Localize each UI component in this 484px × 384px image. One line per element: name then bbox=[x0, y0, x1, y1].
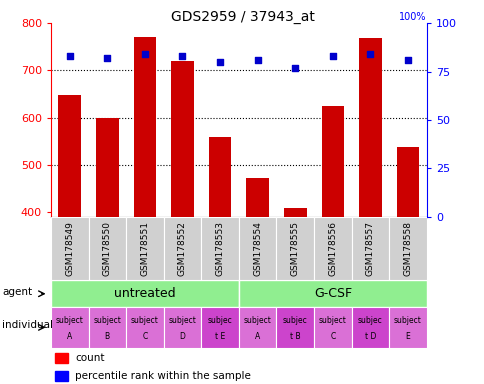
Bar bbox=[126, 217, 163, 280]
Point bbox=[403, 57, 411, 63]
Text: GSM178550: GSM178550 bbox=[103, 221, 112, 276]
Text: G-CSF: G-CSF bbox=[313, 287, 351, 300]
Text: subject: subject bbox=[131, 316, 158, 324]
Text: subjec: subjec bbox=[282, 316, 307, 324]
Text: E: E bbox=[405, 332, 409, 341]
Point bbox=[253, 57, 261, 63]
Text: GDS2959 / 37943_at: GDS2959 / 37943_at bbox=[170, 10, 314, 23]
Point bbox=[291, 65, 299, 71]
Text: individual: individual bbox=[2, 320, 53, 331]
Point bbox=[216, 59, 224, 65]
Text: GSM178556: GSM178556 bbox=[328, 221, 337, 276]
Point bbox=[178, 53, 186, 59]
Bar bbox=[58, 95, 81, 217]
Text: subjec: subjec bbox=[357, 316, 382, 324]
Text: 100%: 100% bbox=[398, 12, 426, 22]
Text: GSM178557: GSM178557 bbox=[365, 221, 374, 276]
Bar bbox=[208, 137, 231, 217]
Text: subject: subject bbox=[318, 316, 346, 324]
Bar bbox=[396, 147, 418, 217]
Bar bbox=[96, 118, 118, 217]
Bar bbox=[314, 307, 351, 348]
Bar bbox=[321, 106, 343, 217]
Bar bbox=[388, 307, 426, 348]
Text: t B: t B bbox=[289, 332, 300, 341]
Bar bbox=[164, 217, 201, 280]
Bar bbox=[171, 61, 193, 217]
Bar bbox=[238, 280, 426, 307]
Bar bbox=[351, 217, 388, 280]
Bar bbox=[164, 307, 201, 348]
Text: GSM178558: GSM178558 bbox=[403, 221, 412, 276]
Bar bbox=[201, 307, 238, 348]
Bar bbox=[246, 178, 268, 217]
Bar bbox=[55, 371, 68, 381]
Text: subjec: subjec bbox=[207, 316, 232, 324]
Point bbox=[66, 53, 74, 59]
Bar bbox=[238, 217, 276, 280]
Bar bbox=[88, 217, 126, 280]
Text: GSM178554: GSM178554 bbox=[253, 221, 262, 276]
Text: GSM178553: GSM178553 bbox=[215, 221, 224, 276]
Bar bbox=[55, 353, 68, 363]
Text: A: A bbox=[67, 332, 72, 341]
Bar bbox=[51, 280, 238, 307]
Text: GSM178551: GSM178551 bbox=[140, 221, 149, 276]
Bar bbox=[276, 217, 314, 280]
Bar bbox=[276, 307, 314, 348]
Bar bbox=[51, 217, 88, 280]
Text: C: C bbox=[330, 332, 335, 341]
Text: subject: subject bbox=[56, 316, 83, 324]
Text: subject: subject bbox=[168, 316, 196, 324]
Point bbox=[328, 53, 336, 59]
Bar bbox=[238, 307, 276, 348]
Text: GSM178552: GSM178552 bbox=[178, 221, 187, 276]
Point bbox=[103, 55, 111, 61]
Text: C: C bbox=[142, 332, 147, 341]
Bar bbox=[88, 307, 126, 348]
Text: untreated: untreated bbox=[114, 287, 175, 300]
Bar bbox=[314, 217, 351, 280]
Text: t D: t D bbox=[364, 332, 375, 341]
Text: subject: subject bbox=[93, 316, 121, 324]
Bar bbox=[133, 37, 156, 217]
Text: A: A bbox=[255, 332, 260, 341]
Text: subject: subject bbox=[393, 316, 421, 324]
Bar bbox=[51, 307, 88, 348]
Bar bbox=[201, 217, 238, 280]
Point bbox=[366, 51, 374, 57]
Text: agent: agent bbox=[2, 287, 32, 297]
Point bbox=[141, 51, 149, 57]
Text: t E: t E bbox=[214, 332, 225, 341]
Bar bbox=[358, 38, 381, 217]
Text: percentile rank within the sample: percentile rank within the sample bbox=[75, 371, 251, 381]
Bar bbox=[351, 307, 388, 348]
Text: count: count bbox=[75, 353, 105, 363]
Text: GSM178549: GSM178549 bbox=[65, 221, 74, 276]
Text: D: D bbox=[179, 332, 185, 341]
Bar bbox=[388, 217, 426, 280]
Text: subject: subject bbox=[243, 316, 271, 324]
Bar bbox=[126, 307, 163, 348]
Text: B: B bbox=[105, 332, 110, 341]
Text: GSM178555: GSM178555 bbox=[290, 221, 299, 276]
Bar bbox=[283, 209, 306, 217]
